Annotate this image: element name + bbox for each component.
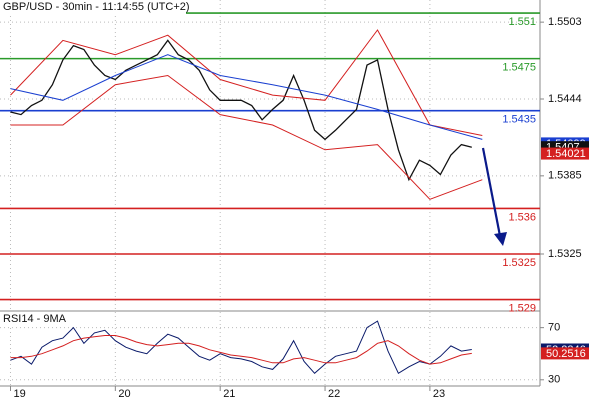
arrow-head [494,232,507,246]
x-tick-label: 19 [13,388,25,400]
last-value-label: 1.54021 [546,148,586,160]
level-label: 1.5325 [502,257,536,269]
series-line [10,39,472,182]
level-label: 1.5475 [502,62,536,74]
series-line [10,335,472,365]
series-line [10,29,483,136]
level-label: 1.5435 [502,114,536,126]
y-tick-label: 1.5503 [548,16,582,28]
y-tick-label: 70 [548,322,560,334]
series-line [10,54,483,140]
x-tick-label: 22 [328,388,340,400]
last-value-box [541,147,589,160]
y-tick-label: 1.5325 [548,248,582,260]
chart-title: GBP/USD - 30min - 11:14:55 (UTC+2) [3,1,190,13]
level-label: 1.551 [508,16,536,28]
y-tick-label: 1.5385 [548,170,582,182]
arrow-shaft [481,147,502,237]
y-tick-label: 30 [548,374,560,386]
chart-title: RSI14 - 9MA [3,313,67,325]
last-value-label: 50.2516 [546,348,586,360]
title-bg [0,0,186,14]
series-line [10,74,483,200]
forecast-arrow [481,147,507,246]
level-label: 1.536 [508,211,536,223]
x-tick-label: 20 [118,388,130,400]
x-tick-label: 23 [433,388,445,400]
x-tick-label: 21 [223,388,235,400]
level-label: 1.529 [508,302,536,314]
last-value-box [541,347,589,360]
y-tick-label: 1.5444 [548,93,582,105]
series-line [10,320,472,375]
title-bg [0,312,66,326]
